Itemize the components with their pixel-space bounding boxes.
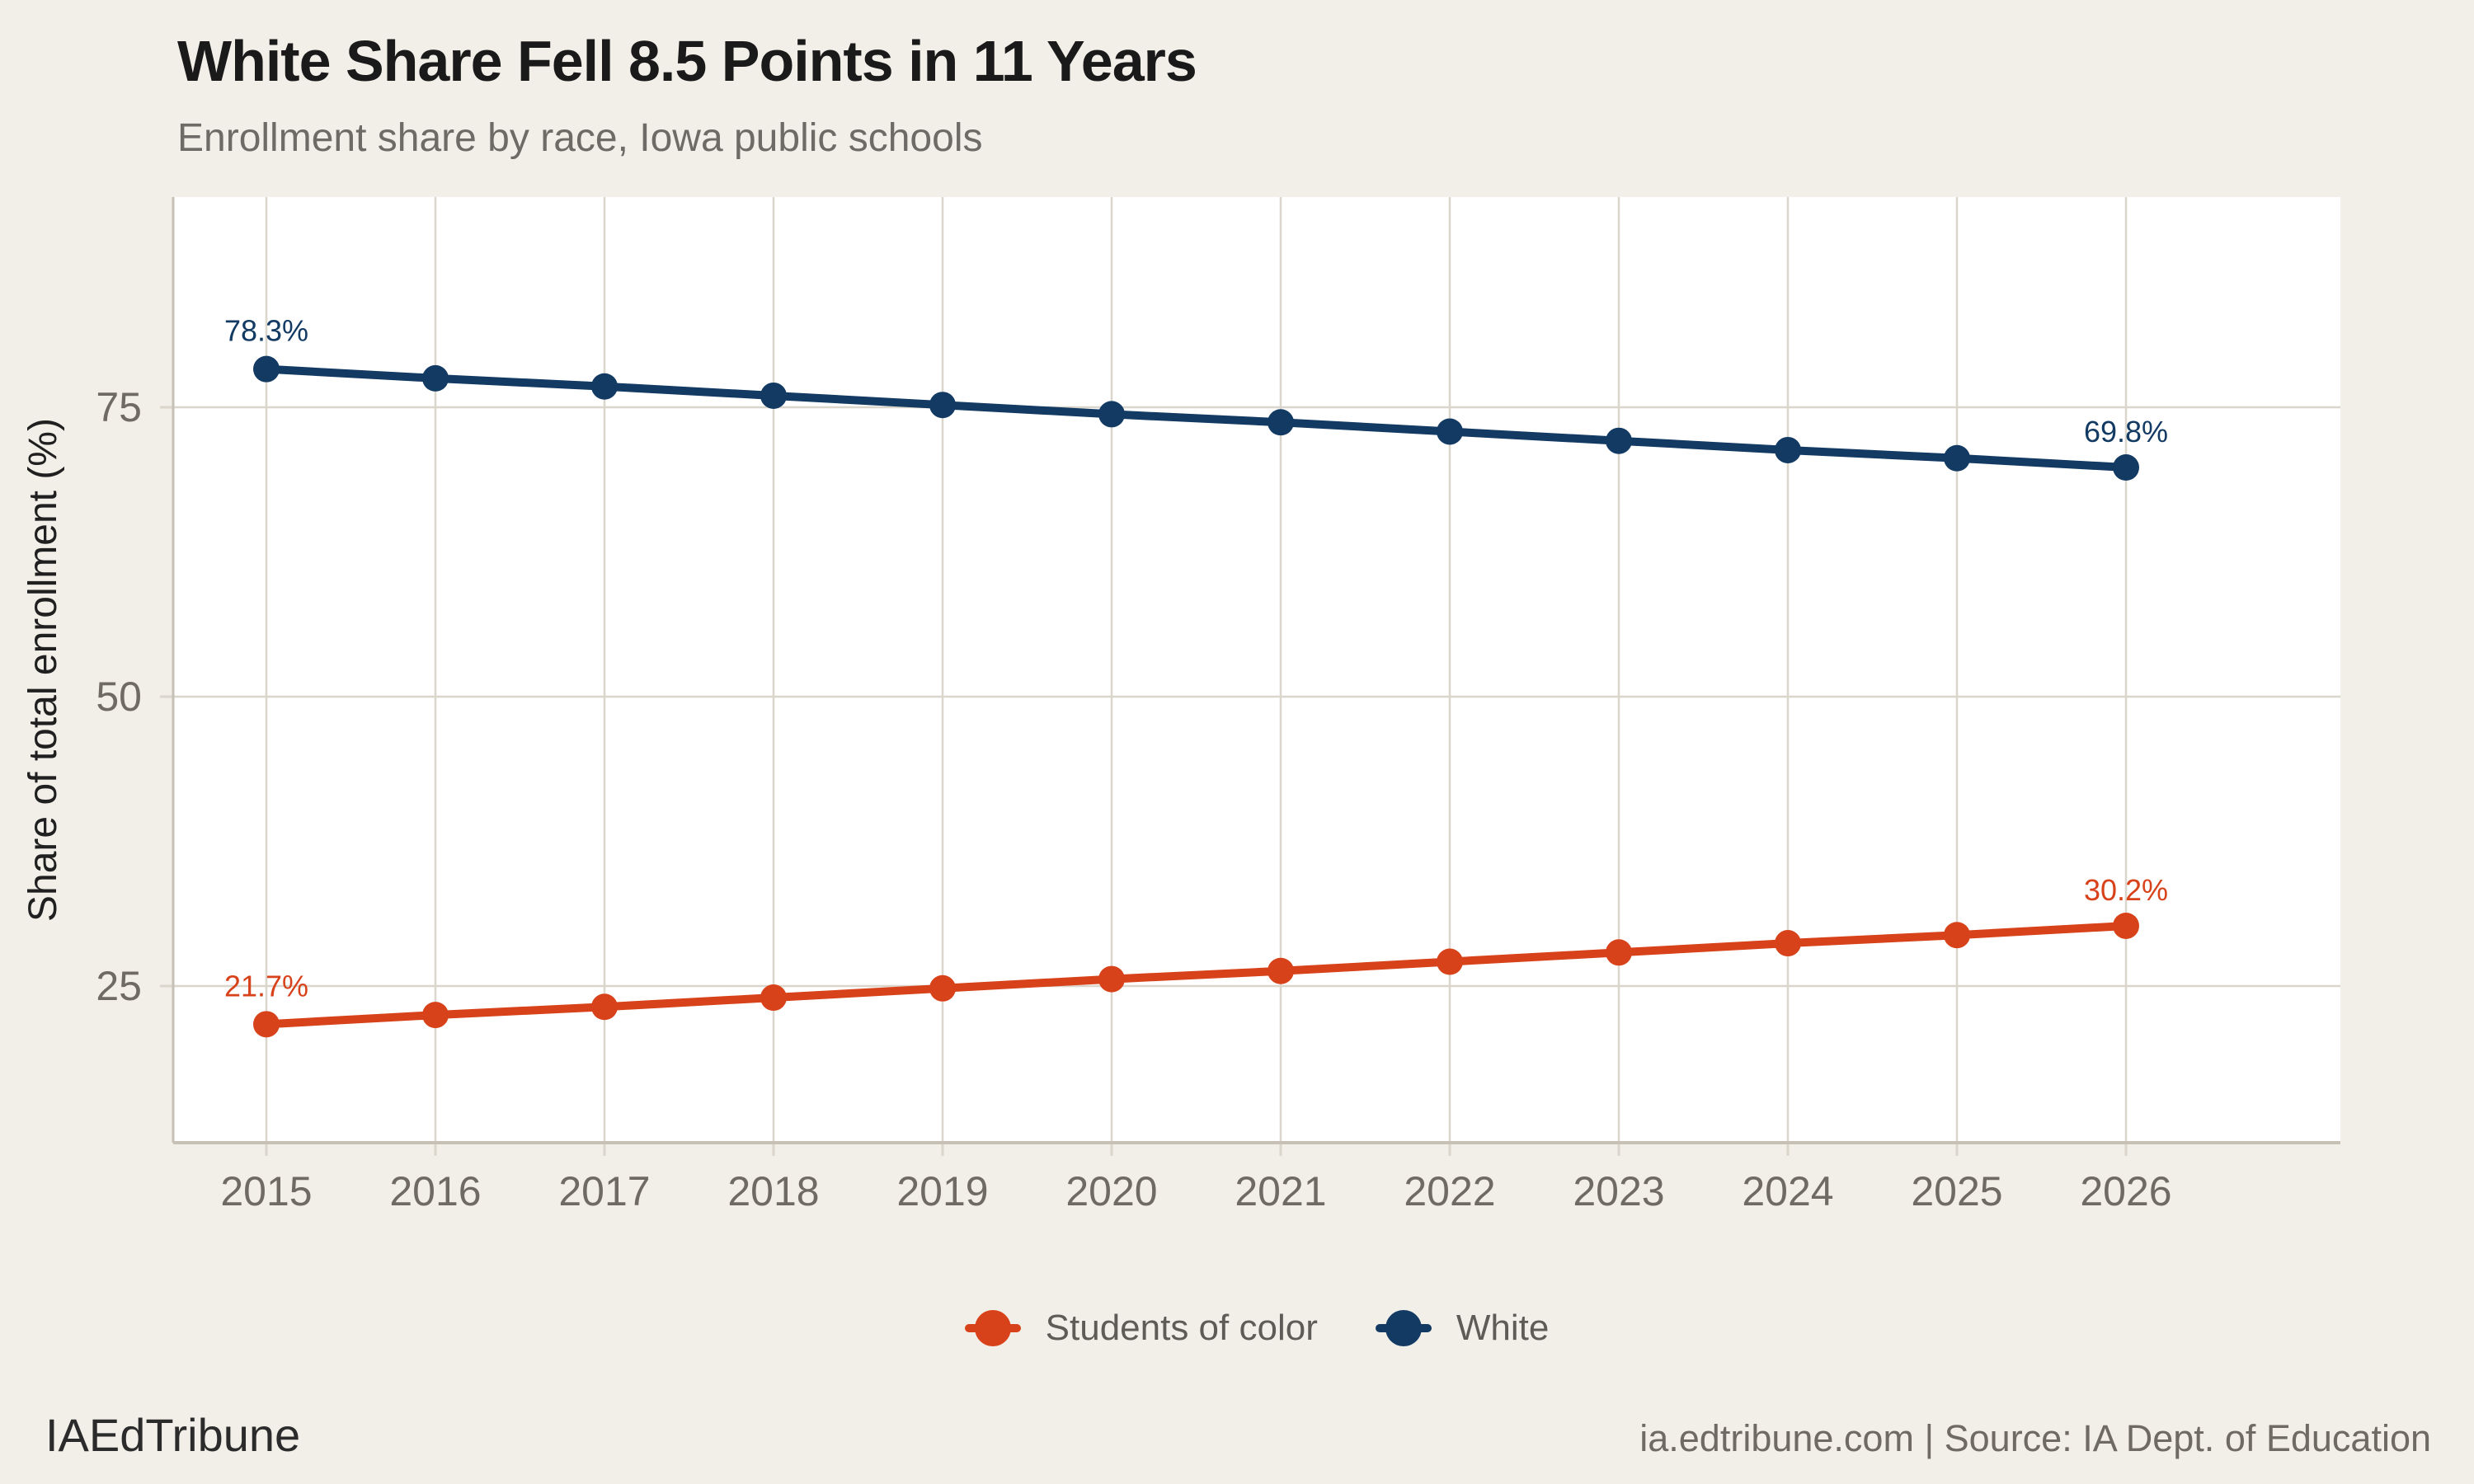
footer-brand: IAEdTribune <box>45 1409 301 1461</box>
data-point <box>2113 454 2139 481</box>
end-value-label: 30.2% <box>2084 873 2168 907</box>
x-tick-label: 2020 <box>1065 1168 1157 1214</box>
data-point <box>422 364 449 392</box>
data-point <box>422 1002 449 1029</box>
y-tick-label: 75 <box>96 384 142 430</box>
data-point <box>1437 418 1463 445</box>
footer-source: ia.edtribune.com | Source: IA Dept. of E… <box>1639 1417 2431 1459</box>
data-point <box>253 355 280 383</box>
series-white: 78.3% 69.8% <box>224 314 2168 481</box>
data-point <box>1268 409 1294 436</box>
start-value-label: 78.3% <box>224 314 308 348</box>
data-point <box>1606 939 1632 966</box>
legend-marker-icon <box>1375 1308 1432 1348</box>
data-point <box>760 984 787 1012</box>
data-point <box>2113 912 2139 939</box>
x-tick-label: 2018 <box>727 1168 819 1214</box>
x-tick-label: 2017 <box>558 1168 650 1214</box>
page-subtitle: Enrollment share by race, Iowa public sc… <box>177 116 983 160</box>
x-tick-label: 2022 <box>1404 1168 1495 1214</box>
start-value-label: 21.7% <box>224 969 308 1003</box>
legend-item-students-of-color: Students of color <box>964 1308 1318 1349</box>
data-point <box>929 392 956 419</box>
data-point <box>929 974 956 1002</box>
x-tick-label: 2024 <box>1742 1168 1833 1214</box>
legend-item-white: White <box>1375 1308 1550 1349</box>
legend-marker-icon <box>964 1308 1021 1348</box>
data-point <box>1268 957 1294 984</box>
y-tick-label: 50 <box>96 674 142 720</box>
data-point <box>253 1011 280 1038</box>
data-point <box>591 993 618 1021</box>
enrollment-line-chart: 2015 2016 2017 2018 2019 2020 2021 2022 2023 2024… <box>21 197 2340 1214</box>
x-tick-label: 2015 <box>220 1168 312 1214</box>
chart-legend: Students of color White <box>173 1299 2340 1357</box>
legend-label: White <box>1456 1308 1550 1348</box>
data-point <box>1437 948 1463 975</box>
x-tick-label: 2016 <box>389 1168 481 1214</box>
series-students-of-color: 21.7% 30.2% <box>224 873 2168 1038</box>
x-tick-label: 2025 <box>1911 1168 2002 1214</box>
plot-panel <box>173 197 2340 1143</box>
legend-label: Students of color <box>1045 1308 1318 1348</box>
x-tick-label: 2026 <box>2080 1168 2171 1214</box>
y-gridlines-and-ticks: 25 50 75 <box>96 384 2340 1009</box>
data-point <box>1775 930 1801 957</box>
y-axis-title: Share of total enrollment (%) <box>21 418 65 922</box>
data-point <box>1775 436 1801 463</box>
data-point <box>1098 401 1125 428</box>
data-point <box>1098 965 1125 993</box>
data-point <box>1944 922 1970 949</box>
y-tick-label: 25 <box>96 963 142 1009</box>
page-title: White Share Fell 8.5 Points in 11 Years <box>177 29 1197 93</box>
data-point <box>760 382 787 409</box>
x-tick-label: 2023 <box>1573 1168 1664 1214</box>
x-tick-label: 2019 <box>896 1168 988 1214</box>
end-value-label: 69.8% <box>2084 415 2168 448</box>
data-point <box>591 373 618 400</box>
x-tick-label: 2021 <box>1235 1168 1326 1214</box>
data-point <box>1944 444 1970 472</box>
footer: IAEdTribune ia.edtribune.com | Source: I… <box>45 1408 2431 1462</box>
data-point <box>1606 427 1632 454</box>
